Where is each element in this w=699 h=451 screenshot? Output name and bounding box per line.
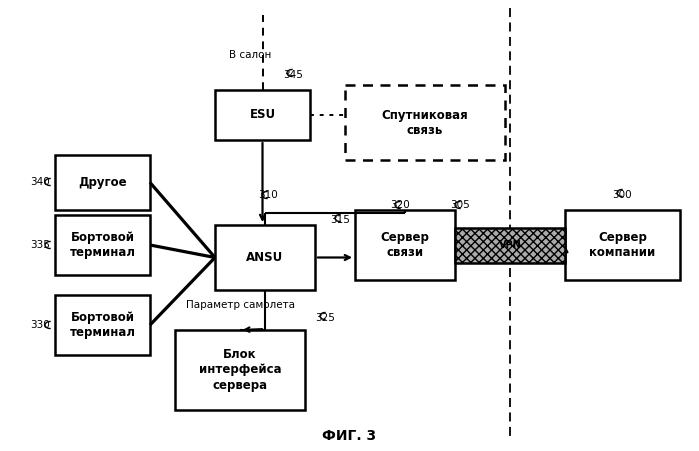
Text: 335: 335 (30, 240, 50, 250)
Text: ANSU: ANSU (246, 251, 284, 264)
Bar (175, 330, 305, 410)
Bar (345, 85, 505, 160)
Text: VPN: VPN (498, 240, 521, 250)
Text: Сервер
компании: Сервер компании (589, 231, 656, 259)
Bar (215, 225, 315, 290)
Text: 305: 305 (450, 200, 470, 210)
Text: Параметр самолета: Параметр самолета (185, 300, 294, 310)
Text: 340: 340 (30, 177, 50, 187)
Bar (355, 210, 455, 280)
Text: 310: 310 (258, 190, 278, 200)
Text: ESU: ESU (250, 109, 275, 121)
Text: Бортовой
терминал: Бортовой терминал (69, 311, 136, 339)
Text: 345: 345 (283, 70, 303, 80)
Text: 330: 330 (30, 320, 50, 330)
Bar (565, 210, 680, 280)
Text: Другое: Другое (78, 176, 127, 189)
Bar (55, 155, 150, 210)
Text: Блок
интерфейса
сервера: Блок интерфейса сервера (199, 349, 281, 391)
Text: Сервер
связи: Сервер связи (380, 231, 429, 259)
Text: Бортовой
терминал: Бортовой терминал (69, 231, 136, 259)
Text: Спутниковая
связь: Спутниковая связь (382, 109, 468, 137)
Text: 320: 320 (390, 200, 410, 210)
Text: 300: 300 (612, 190, 632, 200)
Bar (55, 215, 150, 275)
Text: 315: 315 (330, 215, 350, 225)
Text: В салон: В салон (229, 50, 271, 60)
Bar (455, 228, 565, 263)
Bar (55, 295, 150, 355)
Bar (215, 90, 310, 140)
Text: 325: 325 (315, 313, 335, 323)
Text: ФИГ. 3: ФИГ. 3 (322, 429, 377, 443)
